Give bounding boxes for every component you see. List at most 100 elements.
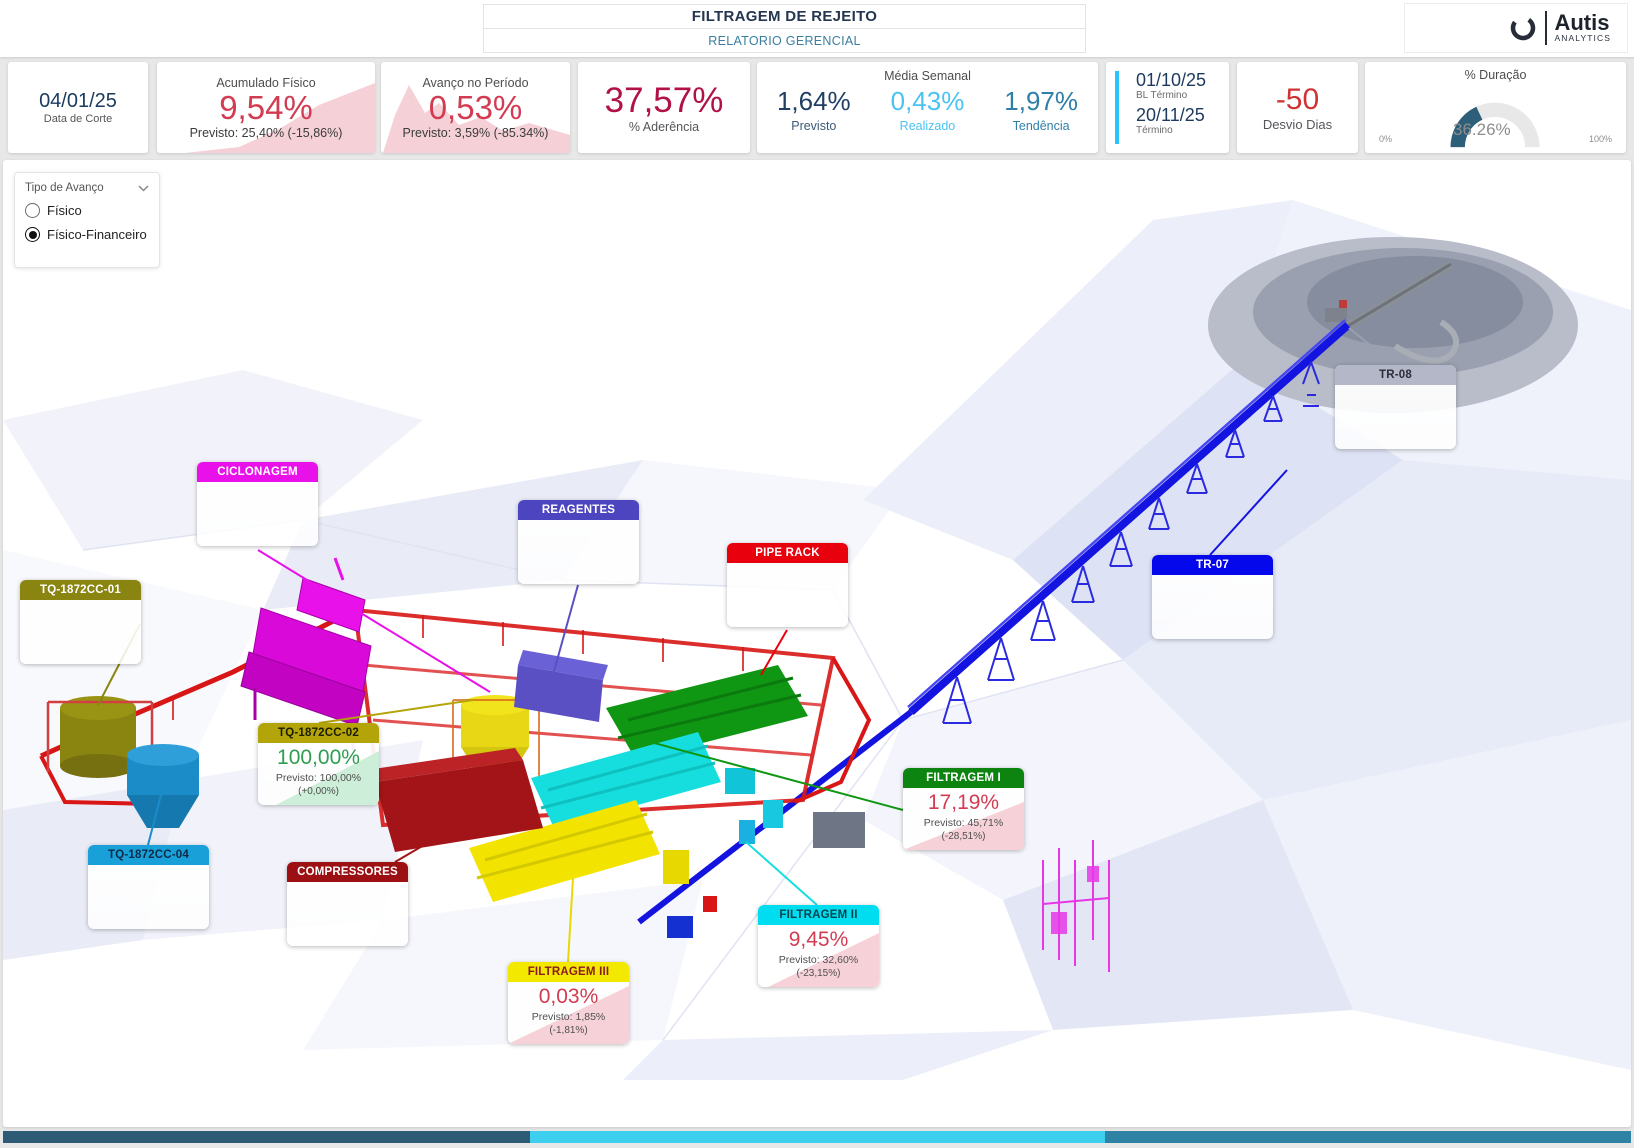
kpi-aderencia: 37,57% % Aderência bbox=[578, 62, 750, 153]
model-3d-viewport[interactable]: Tipo de Avanço Físico Físico-Financeiro … bbox=[3, 160, 1631, 1127]
radio-fisico[interactable]: Físico bbox=[25, 203, 149, 218]
chevron-down-icon[interactable] bbox=[138, 184, 149, 192]
footer-progress-segment[interactable] bbox=[3, 1131, 531, 1143]
tq02-delta: (+0,00%) bbox=[298, 786, 339, 797]
filtragem3-delta: (-1,81%) bbox=[549, 1025, 588, 1036]
report-subtitle-box: RELATORIO GERENCIAL bbox=[483, 29, 1086, 53]
callout-filtragem3: FILTRAGEM III 0,03% Previsto: 1,85% (-1,… bbox=[508, 962, 629, 1044]
filtragem3-building bbox=[469, 800, 689, 902]
kpi-acumulado-fisico: Acumulado Físico 9,54% Previsto: 25,40% … bbox=[157, 62, 375, 153]
duracao-label: % Duração bbox=[1464, 68, 1527, 82]
bl-termino-date: 01/10/25 bbox=[1136, 70, 1207, 90]
filtragem3-trend-fill bbox=[508, 986, 629, 1044]
page-title: FILTRAGEM DE REJEITO bbox=[691, 8, 878, 25]
radio-fisico-circle[interactable] bbox=[25, 203, 40, 218]
avanco-value: 0,53% bbox=[428, 88, 523, 126]
media-previsto: 1,64% Previsto bbox=[758, 85, 871, 133]
filtragem2-value: 9,45% bbox=[788, 928, 849, 951]
radio-fisico-financeiro[interactable]: Físico-Financeiro bbox=[25, 227, 149, 242]
callout-filtragem1-title: FILTRAGEM I bbox=[903, 768, 1024, 788]
callout-tr08: TR-08 bbox=[1335, 365, 1456, 449]
aderencia-label: % Aderência bbox=[628, 119, 700, 134]
aderencia-value: 37,57% bbox=[604, 80, 724, 120]
callout-ciclonagem-title: CICLONAGEM bbox=[197, 462, 318, 482]
avanco-label: Avanço no Período bbox=[422, 75, 529, 90]
tq02-previsto: Previsto: 100,00% bbox=[275, 772, 362, 784]
avanco-sparkline bbox=[383, 85, 570, 153]
media-realizado-label: Realizado bbox=[899, 119, 956, 133]
callout-filtragem2-title: FILTRAGEM II bbox=[758, 905, 879, 925]
filter-tipo-avanco: Tipo de Avanço Físico Físico-Financeiro bbox=[14, 172, 160, 268]
media-realizado-value: 0,43% bbox=[890, 86, 965, 116]
callout-ciclonagem: CICLONAGEM bbox=[197, 462, 318, 546]
radio-fisico-label: Físico bbox=[47, 203, 82, 218]
media-semanal-label: Média Semanal bbox=[884, 69, 971, 83]
filter-title: Tipo de Avanço bbox=[25, 182, 104, 194]
termino-accent-bar bbox=[1115, 71, 1119, 144]
kpi-duracao-gauge: % Duração 0% 36.26% 100% bbox=[1365, 62, 1626, 153]
radio-fisico-financeiro-circle[interactable] bbox=[25, 227, 40, 242]
callout-compressores-title: COMPRESSORES bbox=[287, 862, 408, 882]
callout-tq01: TQ-1872CC-01 bbox=[20, 580, 141, 664]
desvio-value: -50 bbox=[1275, 83, 1320, 116]
header-bar: FILTRAGEM DE REJEITO RELATORIO GERENCIAL… bbox=[0, 0, 1634, 57]
callout-compressores: COMPRESSORES bbox=[287, 862, 408, 946]
acumulado-value: 9,54% bbox=[219, 88, 313, 126]
radio-fisico-financeiro-label: Físico-Financeiro bbox=[47, 227, 147, 242]
termino-date: 20/11/25 bbox=[1136, 105, 1205, 125]
filtragem3-value: 0,03% bbox=[538, 985, 599, 1008]
page-subtitle: RELATORIO GERENCIAL bbox=[708, 33, 861, 48]
filter-header[interactable]: Tipo de Avanço bbox=[25, 182, 149, 194]
tq04-tank bbox=[127, 744, 199, 828]
misc-equipment bbox=[667, 800, 865, 938]
callout-tr07-title: TR-07 bbox=[1152, 555, 1273, 575]
kpi-avanco-periodo: Avanço no Período 0,53% Previsto: 3,59% … bbox=[381, 62, 570, 153]
filtragem2-trend-fill bbox=[768, 933, 879, 987]
media-tendencia: 1,97% Tendência bbox=[985, 85, 1098, 133]
duracao-max-label: 100% bbox=[1588, 134, 1612, 144]
callout-pipe-rack: PIPE RACK bbox=[727, 543, 848, 627]
report-title-box: FILTRAGEM DE REJEITO bbox=[483, 4, 1086, 29]
callout-tq02-title: TQ-1872CC-02 bbox=[258, 723, 379, 743]
duracao-gauge-arc bbox=[1450, 102, 1540, 148]
acumulado-sparkline bbox=[185, 83, 375, 153]
magenta-pipes bbox=[1042, 840, 1110, 972]
brand-logo-icon bbox=[1511, 15, 1536, 41]
filtragem1-delta: (-28,51%) bbox=[941, 831, 986, 842]
filtragem2-building bbox=[531, 732, 755, 828]
desvio-label: Desvio Dias bbox=[1262, 117, 1333, 132]
kpi-desvio-dias: -50 Desvio Dias bbox=[1237, 62, 1358, 153]
footer-progress-segment[interactable] bbox=[530, 1131, 1106, 1143]
acumulado-sub: Previsto: 25,40% (-15,86%) bbox=[189, 125, 343, 140]
callout-filtragem3-title: FILTRAGEM III bbox=[508, 962, 629, 982]
filtragem1-previsto: Previsto: 45,71% bbox=[923, 817, 1004, 829]
callout-tq02: TQ-1872CC-02 100,00% Previsto: 100,00% (… bbox=[258, 723, 379, 805]
duracao-value: 36.26% bbox=[1453, 120, 1511, 139]
filtragem1-trend-fill bbox=[903, 802, 1024, 850]
brand-name: Autis bbox=[1554, 10, 1610, 35]
callout-filtragem1: FILTRAGEM I 17,19% Previsto: 45,71% (-28… bbox=[903, 768, 1024, 850]
media-realizado: 0,43% Realizado bbox=[871, 85, 984, 133]
tq01-tank bbox=[46, 696, 154, 778]
data-corte-label: Data de Corte bbox=[43, 113, 113, 125]
filtragem2-delta: (-23,15%) bbox=[796, 968, 841, 979]
callout-tq01-title: TQ-1872CC-01 bbox=[20, 580, 141, 600]
callout-tr07: TR-07 bbox=[1152, 555, 1273, 639]
footer-progress-segment[interactable] bbox=[1105, 1131, 1631, 1143]
duracao-min-label: 0% bbox=[1379, 134, 1393, 144]
callout-tq04: TQ-1872CC-04 bbox=[88, 845, 209, 929]
data-corte-value: 04/01/25 bbox=[39, 90, 117, 112]
media-previsto-value: 1,64% bbox=[776, 86, 851, 116]
media-tendencia-value: 1,97% bbox=[1004, 86, 1078, 116]
filtragem3-previsto: Previsto: 1,85% bbox=[531, 1011, 606, 1023]
avanco-sub: Previsto: 3,59% (-85.34%) bbox=[402, 125, 549, 140]
filtragem1-building bbox=[606, 665, 808, 760]
footer-progress[interactable] bbox=[3, 1131, 1631, 1143]
compressores-building bbox=[367, 748, 543, 852]
bl-termino-label: BL Término bbox=[1136, 90, 1188, 101]
kpi-data-corte: 04/01/25 Data de Corte bbox=[8, 62, 148, 153]
termino-label: Término bbox=[1136, 125, 1173, 136]
brand-logo-divider bbox=[1545, 11, 1548, 45]
media-previsto-label: Previsto bbox=[791, 119, 837, 133]
